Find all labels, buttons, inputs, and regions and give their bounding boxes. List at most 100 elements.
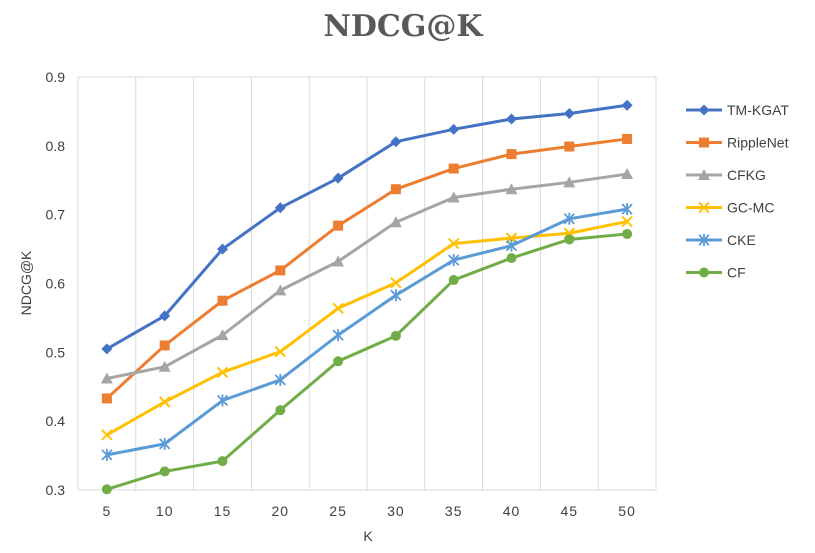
series-ripplenet — [101, 133, 633, 404]
chart-title: NDCG@K — [323, 9, 483, 44]
data-point — [390, 136, 402, 148]
data-point — [274, 345, 287, 358]
legend-item: CF — [686, 265, 746, 281]
x-tick-label: 5 — [103, 503, 112, 519]
data-point — [159, 310, 171, 322]
x-tick-label: 35 — [445, 503, 463, 519]
data-point — [506, 113, 517, 125]
legend-item: CKE — [686, 232, 756, 248]
legend-item: CFKG — [686, 167, 766, 183]
data-point — [332, 255, 345, 267]
data-point — [158, 396, 171, 408]
data-point — [622, 133, 633, 144]
data-point — [275, 265, 286, 276]
x-axis-ticks: 5 10 15 20 25 30 35 40 45 50 — [103, 503, 636, 519]
data-point — [448, 163, 459, 174]
y-tick-label: 0.9 — [46, 69, 66, 85]
data-point — [101, 484, 112, 495]
legend-label: TM-KGAT — [727, 102, 789, 118]
series-line — [106, 207, 628, 457]
series-line — [106, 232, 628, 491]
x-tick-label: 45 — [561, 503, 579, 519]
data-point — [159, 466, 170, 477]
data-point — [274, 373, 286, 386]
data-point — [390, 184, 401, 195]
data-point — [698, 201, 710, 214]
legend: TM-KGAT RippleNet CFKG GC-MC CKE CF — [686, 102, 789, 281]
data-point — [332, 302, 344, 314]
x-tick-label: 15 — [214, 503, 232, 519]
series-cke — [101, 203, 633, 461]
series-line — [106, 172, 628, 380]
x-tick-label: 40 — [503, 503, 521, 519]
data-point — [216, 394, 229, 407]
data-point — [506, 253, 517, 264]
data-point — [332, 329, 344, 342]
series-group — [100, 99, 634, 495]
data-point — [505, 239, 518, 252]
data-point — [101, 429, 113, 441]
series-tm-kgat — [101, 99, 633, 355]
data-point — [390, 277, 402, 289]
y-tick-label: 0.5 — [46, 344, 66, 360]
data-point — [621, 99, 633, 111]
data-point — [389, 216, 402, 228]
series-cf — [101, 228, 633, 495]
y-tick-label: 0.6 — [46, 276, 66, 292]
legend-label: CF — [727, 265, 746, 281]
data-point — [621, 215, 633, 228]
data-point — [563, 212, 575, 225]
series-line — [105, 137, 628, 400]
data-point — [216, 329, 229, 341]
data-point — [216, 366, 229, 379]
data-point — [275, 405, 286, 416]
x-tick-label: 10 — [156, 503, 174, 519]
y-tick-label: 0.7 — [46, 207, 66, 223]
legend-label: GC-MC — [727, 200, 774, 216]
x-tick-label: 20 — [272, 503, 290, 519]
data-point — [447, 191, 460, 203]
legend-item: GC-MC — [686, 200, 774, 216]
legend-label: RippleNet — [727, 135, 789, 151]
data-point — [217, 243, 228, 255]
series-cfkg — [100, 168, 634, 384]
data-point — [101, 393, 112, 404]
x-tick-label: 30 — [387, 503, 405, 519]
data-point — [699, 137, 709, 148]
data-point — [698, 104, 710, 116]
data-point — [564, 141, 575, 152]
data-point — [448, 254, 460, 267]
x-tick-label: 25 — [329, 503, 347, 519]
data-point — [448, 275, 459, 286]
y-tick-label: 0.3 — [46, 482, 66, 498]
data-point — [505, 183, 518, 195]
y-tick-label: 0.8 — [46, 138, 66, 154]
data-point — [101, 343, 113, 355]
data-point — [333, 356, 344, 367]
series-line — [106, 220, 628, 437]
data-point — [621, 203, 633, 216]
grid — [77, 76, 657, 491]
data-point — [274, 284, 287, 296]
data-point — [563, 107, 575, 119]
data-point — [447, 237, 460, 250]
y-axis-ticks: 0.3 0.4 0.5 0.6 0.7 0.8 0.9 — [46, 69, 66, 498]
data-point — [622, 228, 633, 239]
data-point — [390, 330, 401, 341]
data-point — [274, 202, 286, 214]
series-line — [106, 103, 628, 351]
legend-item: RippleNet — [686, 135, 789, 151]
data-point — [333, 220, 344, 231]
y-axis-label: NDCG@K — [18, 250, 34, 315]
data-point — [217, 295, 228, 306]
data-point — [390, 289, 402, 302]
data-point — [158, 360, 171, 372]
data-point — [698, 169, 710, 180]
data-point — [100, 372, 113, 384]
data-point — [698, 234, 710, 246]
legend-item: TM-KGAT — [686, 102, 789, 118]
x-tick-label: 50 — [618, 503, 636, 519]
data-point — [506, 149, 517, 160]
data-point — [448, 123, 460, 135]
